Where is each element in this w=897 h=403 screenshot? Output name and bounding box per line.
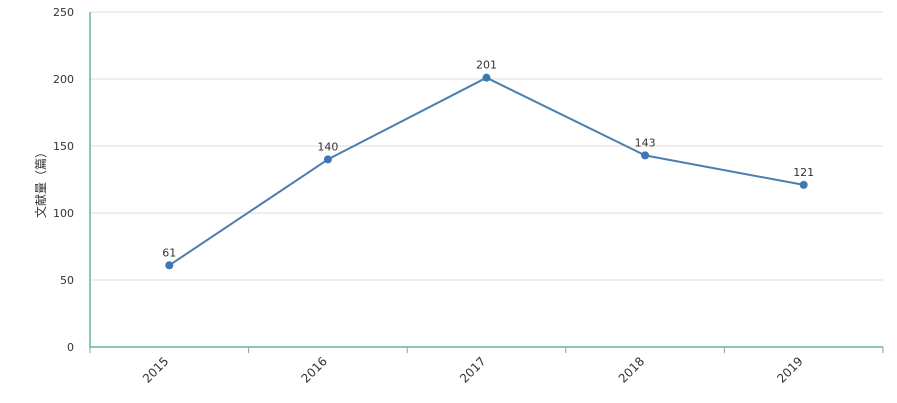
x-tick-label: 2018 <box>616 354 647 385</box>
y-axis-title: 文献量（篇） <box>33 146 48 218</box>
data-points <box>165 73 808 270</box>
data-point[interactable] <box>165 261 174 270</box>
data-point[interactable] <box>482 73 491 82</box>
data-label: 140 <box>317 140 338 153</box>
grid-lines <box>90 11 883 281</box>
axes <box>89 12 884 353</box>
y-tick-label: 100 <box>53 207 74 220</box>
x-tick-label: 2017 <box>457 354 488 385</box>
y-tick-labels: 0 50 100 150 200 250 <box>53 6 74 354</box>
x-tick-label: 2016 <box>299 354 330 385</box>
y-tick-label: 0 <box>67 341 74 354</box>
data-labels: 61 140 201 143 121 <box>162 59 814 260</box>
y-tick-label: 250 <box>53 6 74 19</box>
x-tick-labels: 2015 2016 2017 2018 2019 <box>140 354 806 385</box>
data-label: 61 <box>162 246 176 259</box>
data-label: 143 <box>635 136 656 149</box>
data-label: 121 <box>793 166 814 179</box>
x-tick-label: 2019 <box>774 354 805 385</box>
y-tick-label: 200 <box>53 73 74 86</box>
y-tick-label: 150 <box>53 140 74 153</box>
data-point[interactable] <box>641 151 650 160</box>
x-tick-label: 2015 <box>140 354 171 385</box>
y-tick-label: 50 <box>60 274 74 287</box>
series-line <box>168 76 804 267</box>
data-label: 201 <box>476 59 497 72</box>
series-line-layer <box>168 76 804 267</box>
data-point[interactable] <box>799 180 808 189</box>
data-point[interactable] <box>323 155 332 164</box>
